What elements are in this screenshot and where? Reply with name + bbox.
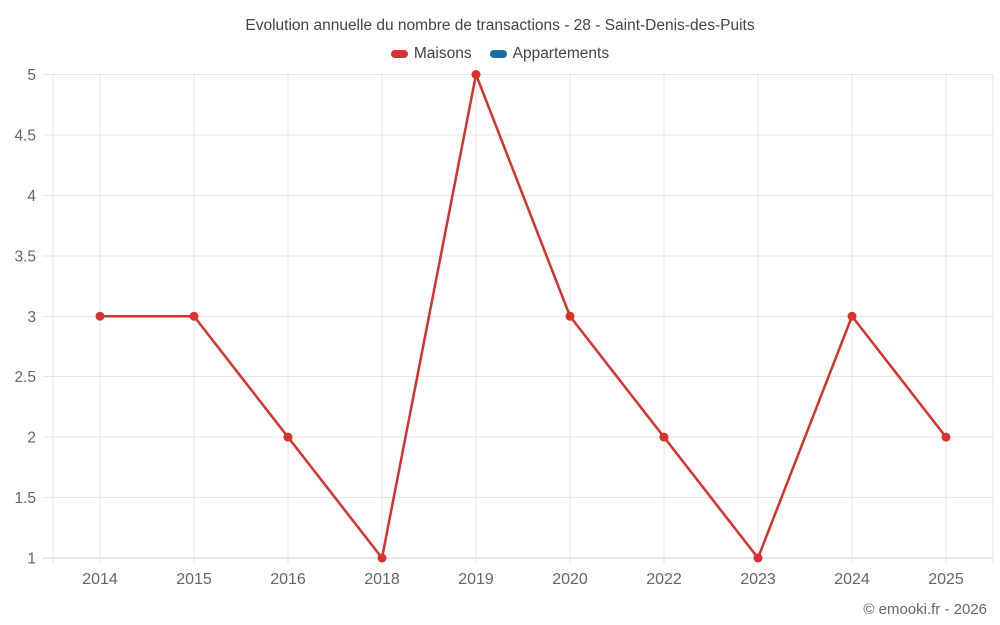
y-axis-tick-label: 2.5 [14,369,36,386]
legend-item-maisons[interactable]: Maisons [390,45,472,63]
maisons-point-2015[interactable] [189,311,199,321]
maisons-series-swatch-icon [390,50,408,58]
legend-item-appartements[interactable]: Appartements [489,45,610,63]
maisons-point-2024[interactable] [847,311,857,321]
maisons-point-2016[interactable] [283,432,293,442]
maisons-point-2019[interactable] [471,70,481,79]
x-axis-tick-label: 2014 [82,571,118,588]
maisons-point-2018[interactable] [377,553,387,563]
appartements-series-swatch-icon [489,50,507,58]
y-axis-tick-label: 3.5 [14,248,36,265]
x-axis-tick-label: 2018 [364,571,400,588]
y-axis-tick-label: 2 [27,430,36,447]
x-axis-tick-label: 2023 [740,571,776,588]
y-axis-tick-label: 5 [27,67,36,84]
legend-label-appartements: Appartements [512,45,610,62]
x-axis-tick-label: 2022 [646,571,682,588]
x-axis-tick-label: 2016 [270,571,306,588]
maisons-line [98,73,948,560]
y-axis-tick-label: 1 [27,551,36,568]
maisons-point-2014[interactable] [95,311,105,321]
legend: Maisons Appartements [0,45,1000,63]
y-axis-tick-label: 3 [27,309,36,326]
x-axis-tick-label: 2024 [834,571,870,588]
x-axis-tick-label: 2020 [552,571,588,588]
y-axis-tick-label: 4.5 [14,127,36,144]
maisons-point-2020[interactable] [565,311,575,321]
y-axis-tick-label: 4 [27,188,36,205]
x-axis-tick-label: 2015 [176,571,212,588]
maisons-point-2022[interactable] [659,432,669,442]
copyright: © emooki.fr - 2026 [863,601,987,618]
x-axis-tick-label: 2025 [928,571,964,588]
chart-title: Evolution annuelle du nombre de transact… [245,17,755,34]
y-axis-tick-label: 1.5 [14,490,36,507]
x-axis-tick-label: 2019 [458,571,494,588]
maisons-point-2023[interactable] [753,553,763,563]
legend-label-maisons: Maisons [413,45,472,62]
maisons-point-2025[interactable] [941,432,951,442]
